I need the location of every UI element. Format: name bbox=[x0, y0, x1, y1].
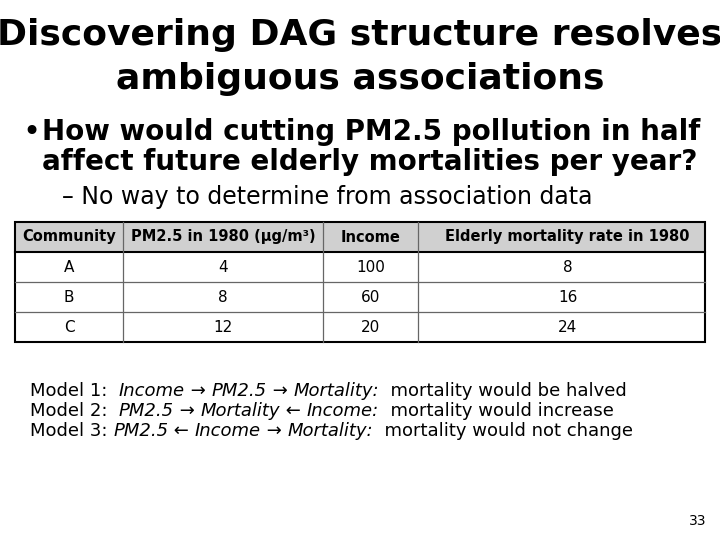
Text: 33: 33 bbox=[688, 514, 706, 528]
Text: Model 1:: Model 1: bbox=[30, 382, 119, 400]
Text: mortality would be halved: mortality would be halved bbox=[379, 382, 626, 400]
Text: B: B bbox=[64, 289, 74, 305]
Text: 24: 24 bbox=[558, 320, 577, 334]
Bar bbox=[15, 222, 705, 342]
Text: Model 3:: Model 3: bbox=[30, 422, 113, 440]
Text: →: → bbox=[185, 382, 212, 400]
Text: ←: ← bbox=[280, 402, 307, 420]
Text: PM2.5: PM2.5 bbox=[212, 382, 266, 400]
Text: 8: 8 bbox=[563, 260, 572, 274]
Text: PM2.5: PM2.5 bbox=[113, 422, 168, 440]
Text: Mortality:: Mortality: bbox=[293, 382, 379, 400]
Text: Elderly mortality rate in 1980: Elderly mortality rate in 1980 bbox=[445, 230, 690, 245]
Text: Mortality: Mortality bbox=[201, 402, 280, 420]
Text: How would cutting PM2.5 pollution in half: How would cutting PM2.5 pollution in hal… bbox=[42, 118, 701, 146]
Text: Model 2:: Model 2: bbox=[30, 402, 119, 420]
Text: 20: 20 bbox=[361, 320, 380, 334]
Text: →: → bbox=[266, 382, 293, 400]
Text: Income: Income bbox=[119, 382, 185, 400]
Text: ←: ← bbox=[168, 422, 195, 440]
Text: mortality would not change: mortality would not change bbox=[374, 422, 634, 440]
Text: Income: Income bbox=[341, 230, 400, 245]
Text: 16: 16 bbox=[558, 289, 577, 305]
Text: Community: Community bbox=[22, 230, 116, 245]
Text: Income: Income bbox=[195, 422, 261, 440]
Text: Mortality:: Mortality: bbox=[288, 422, 374, 440]
Bar bbox=[15, 222, 705, 252]
Text: Discovering DAG structure resolves: Discovering DAG structure resolves bbox=[0, 18, 720, 52]
Text: •: • bbox=[22, 118, 40, 147]
Text: PM2.5: PM2.5 bbox=[119, 402, 174, 420]
Text: →: → bbox=[261, 422, 288, 440]
Text: 100: 100 bbox=[356, 260, 385, 274]
Text: C: C bbox=[63, 320, 74, 334]
Text: affect future elderly mortalities per year?: affect future elderly mortalities per ye… bbox=[42, 148, 698, 176]
Text: mortality would increase: mortality would increase bbox=[379, 402, 614, 420]
Text: →: → bbox=[174, 402, 201, 420]
Text: ambiguous associations: ambiguous associations bbox=[116, 62, 604, 96]
Text: 8: 8 bbox=[218, 289, 228, 305]
Text: – No way to determine from association data: – No way to determine from association d… bbox=[62, 185, 593, 209]
Text: 12: 12 bbox=[213, 320, 233, 334]
Text: 60: 60 bbox=[361, 289, 380, 305]
Text: 4: 4 bbox=[218, 260, 228, 274]
Text: A: A bbox=[64, 260, 74, 274]
Text: Income:: Income: bbox=[307, 402, 379, 420]
Text: PM2.5 in 1980 (μg/m³): PM2.5 in 1980 (μg/m³) bbox=[131, 230, 315, 245]
